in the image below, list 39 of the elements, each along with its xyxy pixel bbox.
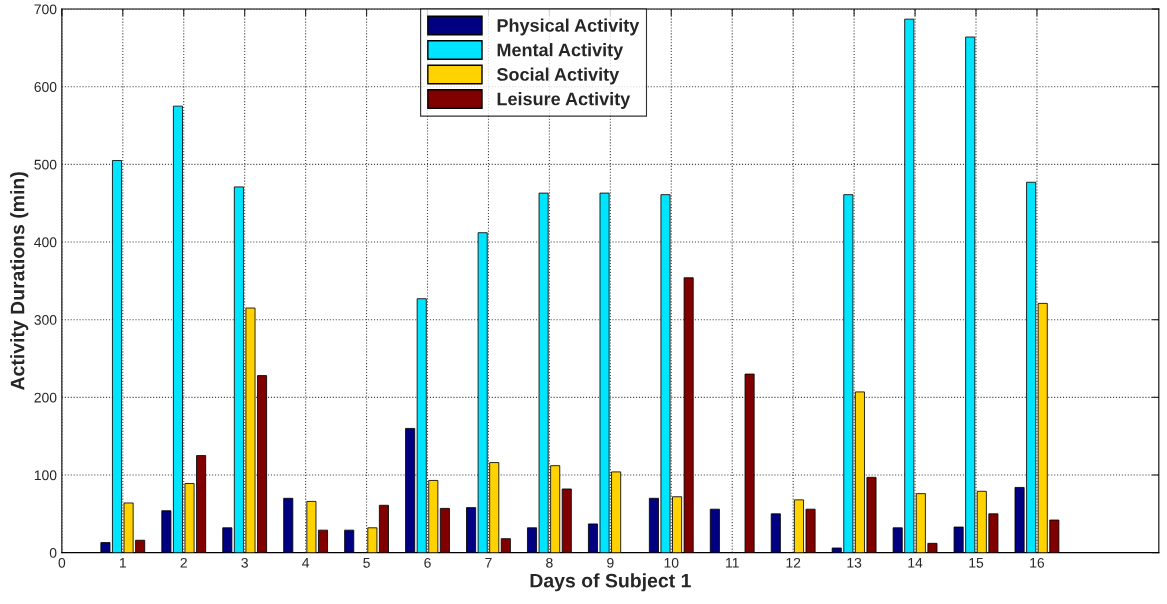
x-tick-label: 9 bbox=[607, 557, 614, 568]
x-tick-label: 10 bbox=[664, 557, 679, 568]
y-tick-label: 100 bbox=[34, 470, 57, 481]
x-tick-label: 15 bbox=[969, 558, 984, 568]
x-tick-label: 14 bbox=[908, 558, 923, 568]
x-tick-label: 16 bbox=[1030, 557, 1045, 568]
bar bbox=[283, 497, 294, 553]
legend-label: Physical Activity bbox=[497, 18, 640, 36]
x-axis-title: Days of Subject 1 bbox=[530, 573, 691, 592]
x-tick-label: 8 bbox=[546, 557, 553, 568]
legend-label: Mental Activity bbox=[497, 43, 624, 60]
bar bbox=[344, 529, 355, 553]
x-tick-label: 2 bbox=[180, 557, 187, 568]
x-tick-label: 4 bbox=[302, 558, 310, 568]
x-tick-label: 0 bbox=[58, 557, 66, 568]
x-tick-label: 5 bbox=[363, 558, 370, 568]
x-tick-label: 13 bbox=[847, 557, 862, 568]
bar bbox=[561, 488, 572, 553]
x-tick-label: 11 bbox=[726, 558, 739, 568]
y-tick-label: 0 bbox=[49, 547, 57, 558]
bar bbox=[709, 508, 720, 553]
x-tick-label: 12 bbox=[786, 557, 801, 568]
legend-label: Leisure Activity bbox=[497, 92, 631, 109]
y-tick-label: 500 bbox=[34, 159, 57, 170]
x-tick-label: 6 bbox=[424, 557, 431, 568]
bar bbox=[770, 513, 781, 553]
bar bbox=[500, 538, 511, 553]
y-tick-label: 200 bbox=[34, 392, 57, 403]
y-axis-title: Activity Durations (min) bbox=[10, 172, 29, 391]
bar bbox=[405, 427, 416, 553]
bar bbox=[744, 373, 755, 553]
legend-label: Social Activity bbox=[496, 67, 620, 85]
y-tick-label: 600 bbox=[34, 82, 57, 92]
x-tick-label: 3 bbox=[241, 557, 248, 568]
x-tick-label: 7 bbox=[485, 558, 492, 568]
y-tick-label: 400 bbox=[34, 237, 57, 248]
x-tick-label: 1 bbox=[119, 558, 126, 568]
y-tick-label: 300 bbox=[34, 315, 57, 325]
y-tick-label: 700 bbox=[34, 4, 57, 15]
